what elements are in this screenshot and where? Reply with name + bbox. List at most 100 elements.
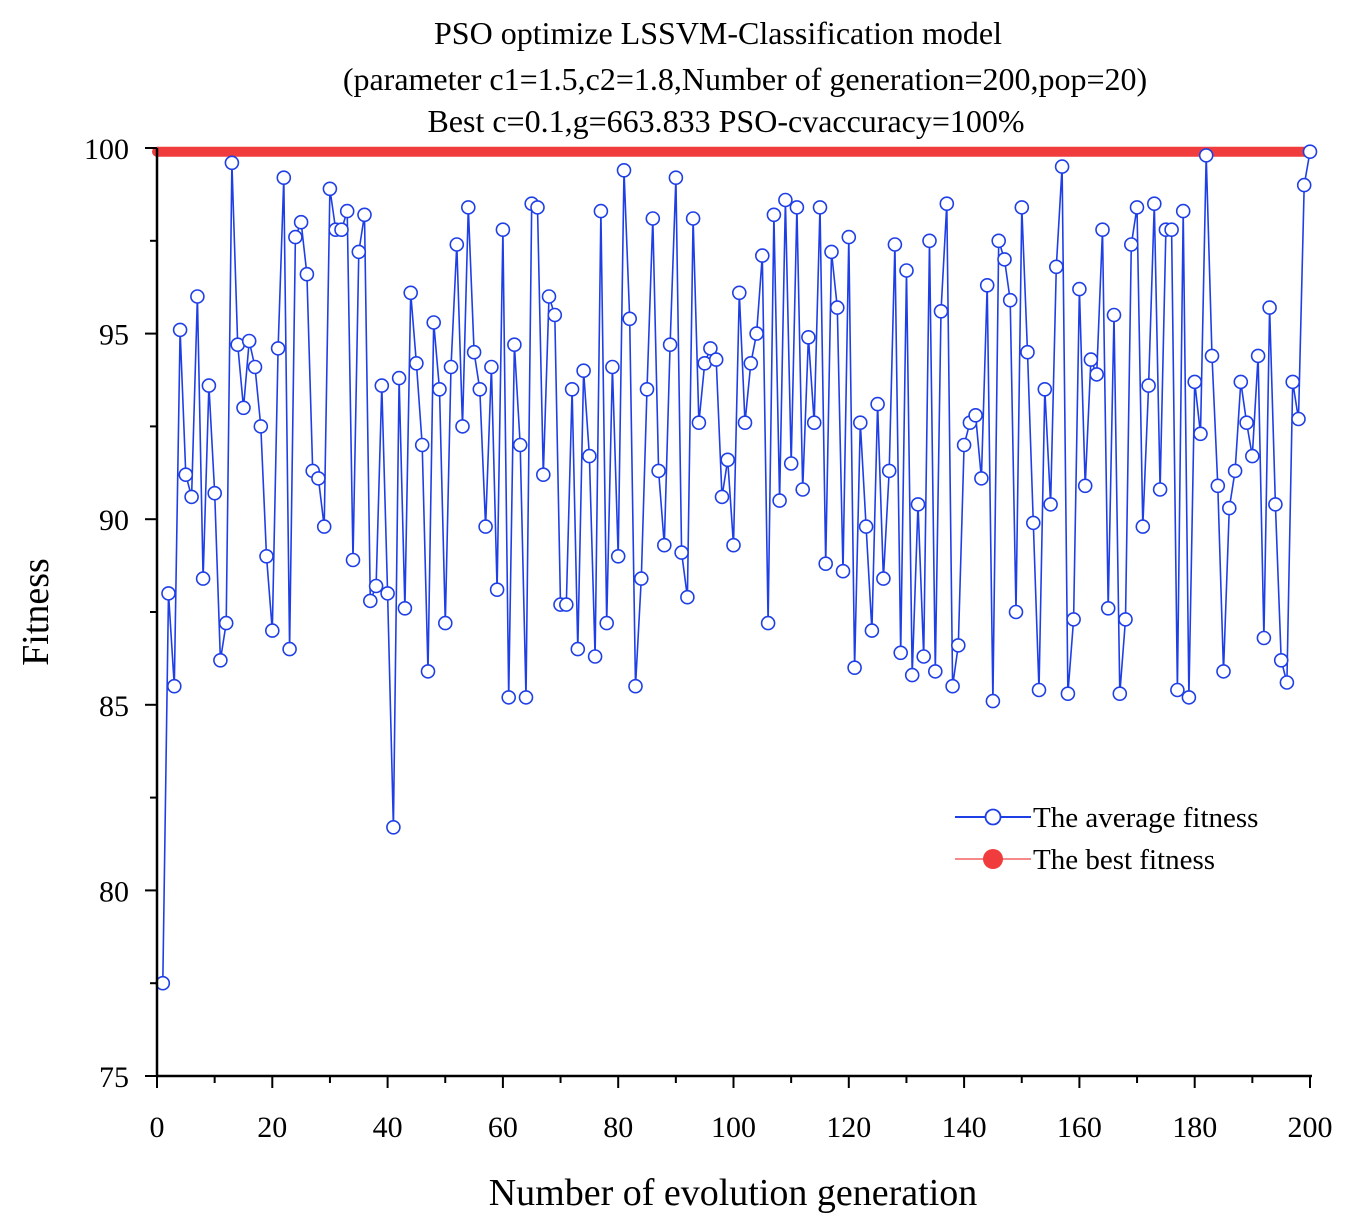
average-fitness-point [380,586,395,601]
average-fitness-point [783,456,799,471]
average-fitness-point [437,615,453,631]
average-fitness-point [881,463,897,479]
average-fitness-point [167,678,182,694]
average-fitness-point [334,222,349,237]
average-fitness-point [824,244,839,260]
average-fitness-point [472,381,488,397]
average-fitness-point [259,548,274,564]
legend-average-marker [984,808,1002,826]
average-fitness-point [749,326,764,341]
average-fitness-point [1095,222,1110,237]
y-axis-label: Fitness [15,558,57,666]
average-fitness-point [426,315,442,330]
average-fitness-point [570,641,586,657]
average-fitness-point [1152,482,1168,497]
y-tick-label: 85 [99,690,129,723]
average-fitness-point [916,649,932,664]
average-fitness-point [945,678,960,694]
average-fitness-point [616,163,632,178]
average-fitness-point [184,489,199,505]
chart-title-line-3: Best c=0.1,g=663.833 PSO-cvaccuracy=100% [427,103,1024,139]
average-fitness-point [847,660,862,676]
x-tick-label: 120 [826,1111,871,1144]
average-fitness-point [501,690,517,705]
average-fitness-point [622,311,638,327]
average-fitness-point [1020,344,1035,360]
average-fitness-point [1227,463,1243,479]
y-tick-label: 80 [99,875,129,908]
average-fitness-point [939,196,955,211]
average-fitness-point [241,333,257,349]
average-fitness-point [818,556,834,572]
average-fitness-point [409,355,424,371]
average-fitness-point [1239,415,1254,431]
average-fitness-point [582,448,597,464]
average-fitness-point [547,307,563,323]
average-fitness-point [1181,690,1197,705]
average-fitness-point [708,352,724,367]
average-fitness-point [674,545,689,560]
average-fitness-point [858,519,874,534]
y-tick-label: 90 [99,504,129,537]
average-fitness-point [576,363,591,379]
average-fitness-point [1026,515,1041,531]
average-fitness-point [345,552,361,568]
average-fitness-point [432,381,447,397]
average-fitness-point [656,537,672,553]
average-fitness-point [1302,144,1318,159]
average-fitness-point [605,359,620,375]
average-fitness-point [1112,686,1128,702]
average-fitness-point [1198,148,1214,163]
legend-best-label: The best fitness [1033,844,1215,876]
average-fitness-point [979,277,995,293]
average-fitness-point [195,571,211,586]
average-fitness-point [933,303,949,319]
x-tick-label: 80 [603,1111,633,1144]
average-fitness-point [876,571,891,586]
average-fitness-point [466,344,482,360]
average-fitness-point [311,471,326,486]
average-fitness-point [207,485,222,501]
average-fitness-point [899,263,914,278]
average-fitness-point [1222,500,1237,516]
average-fitness-point [645,211,661,226]
average-fitness-point [680,589,695,605]
average-fitness-point [587,649,603,664]
average-fitness-point [1118,612,1133,627]
average-fitness-point [495,222,511,237]
average-fitness-point [1124,237,1139,252]
average-fitness-point [651,463,666,479]
average-fitness-point [968,407,983,423]
average-fitness-point [530,200,545,215]
legend: The average fitness The best fitness [955,802,1258,876]
average-fitness-point [357,207,372,223]
average-fitness-point [478,519,493,534]
average-fitness-point [927,664,943,679]
axis-tick-labels: 0 20 40 60 80 100 120 140 160 180 200 75 80 85 90 95 100 [84,133,1333,1144]
x-tick-label: 60 [488,1111,518,1144]
average-fitness-point [172,322,188,338]
average-fitness-point [1037,381,1053,397]
average-fitness-point [1089,367,1104,382]
average-fitness-point [956,437,972,453]
average-fitness-point [922,233,937,249]
x-tick-label: 200 [1288,1111,1333,1144]
average-fitness-point [270,341,286,356]
average-fitness-point [564,381,580,397]
average-fitness-point [1049,259,1064,275]
average-fitness-point [1083,352,1099,367]
average-fitness-point [1002,292,1018,308]
average-fitness-point [489,582,505,598]
average-fitness-point [1135,519,1151,534]
y-tick-label: 75 [99,1061,129,1094]
average-fitness-point [628,678,643,694]
average-fitness-point [904,667,920,683]
average-fitness-point [610,548,626,564]
average-fitness-point [293,214,309,230]
average-fitness-point [374,378,390,393]
average-fitness-point [460,200,476,215]
average-fitness-point [1014,200,1030,215]
chart-title-line-1: PSO optimize LSSVM-Classification model [434,15,1002,51]
average-fitness-point [760,615,776,631]
average-fitness-point [1268,497,1283,512]
